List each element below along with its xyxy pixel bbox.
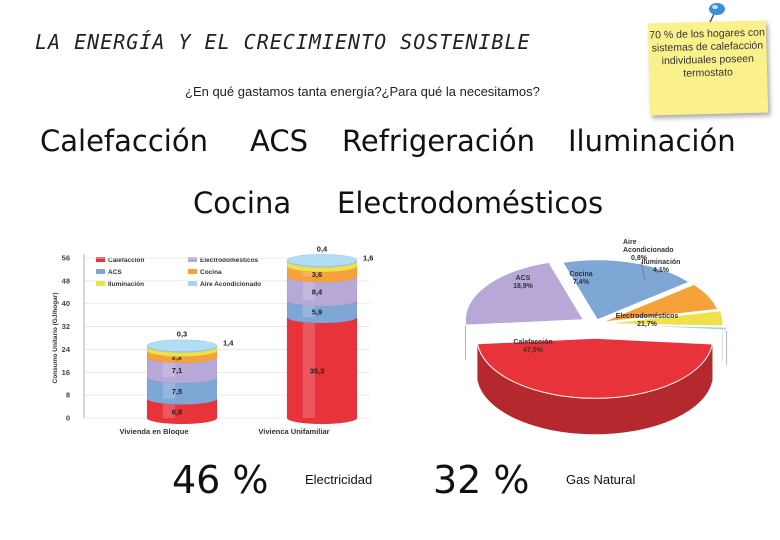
pie-label: Calefacción [513,339,552,346]
electricity-percent: 46 % [172,458,269,502]
bar-value-label: 6,8 [172,407,182,416]
bar-value-label: 3,6 [312,270,322,279]
bar-ytick-label: 40 [62,299,70,308]
pie-slice [602,283,719,323]
pie-value-label: 21,7% [637,321,658,328]
bar-ytick-label: 48 [62,276,70,285]
page-subtitle: ¿En qué gastamos tanta energía?¿Para qué… [185,84,540,99]
pie-value-label: 7,4% [573,279,590,286]
pie-slice [608,324,728,331]
pie-slice [464,261,585,326]
pie-value-label: 18,9% [513,283,534,290]
bar-legend-label: Electrodomésticos [200,257,259,264]
bar-top-cap [286,253,358,267]
pushpin-icon [709,3,725,23]
bar-category-label: Vivienca Unifamiliar [258,427,329,436]
bar-value-label: 1,4 [223,339,234,348]
use-label-cocina: Cocina [193,186,292,220]
bar-legend-swatch [188,281,197,286]
bar-ylabel: Consumo Unitario (GJ/hogar) [52,293,59,384]
bar-legend-label: Aire Acondicionado [200,281,261,288]
use-label-electrodomesticos: Electrodomésticos [337,186,604,220]
bar-value-label: 0,3 [177,330,187,339]
bar-top-cap [146,339,218,353]
bar-ytick-label: 0 [66,414,70,423]
bar-legend-label: ACS [108,269,122,276]
bar-segment [286,316,358,425]
bar-legend-swatch [188,269,197,274]
bar-ytick-label: 24 [62,345,71,354]
bar-value-label: 1,6 [363,254,373,263]
bar-legend-label: Iluminación [108,281,144,288]
bar-segment [146,376,218,405]
bar-ytick-label: 32 [62,322,70,331]
stacked-bar-chart: Calefacción Electrodomésticos ACS Cocina Ilu… [48,240,380,440]
pie-value-label: 47,0% [523,347,544,354]
bar-value-label: 5,9 [312,308,322,317]
bar-value-label: 7,1 [172,366,182,375]
bar-segment [146,356,218,384]
bar-ytick-label: 8 [66,391,70,400]
pie-slice [476,337,714,399]
bar-ytick-label: 16 [62,368,70,377]
bar-value-label: 2,2 [172,353,182,362]
pie-value-label: 4,1% [653,267,670,274]
bar-value-label: 7,5 [172,387,182,396]
use-label-refrigeracion: Refrigeración [342,124,535,158]
bar-legend-swatch [96,269,105,274]
bar-segment-highlight [302,317,315,418]
bar-value-label: 8,4 [312,287,323,296]
bar-segment-highlight [302,276,315,301]
pie-slice [604,310,724,327]
bar-legend-swatch [96,257,105,262]
pie-slice [561,259,691,321]
bar-value-label: 0,4 [317,244,328,253]
pie-leader-line [640,261,646,281]
electricity-label: Electricidad [305,472,373,487]
pie-slice-side [726,324,728,367]
sticky-note: 70 % de los hogares con sistemas de cale… [647,20,769,116]
bar-legend-swatch [96,281,105,286]
bar-value-label: 35,3 [310,367,325,376]
pie-label: ACS [516,275,531,282]
pie-label: Acondicionado [623,247,674,254]
bar-segment [286,300,358,324]
bar-category-label: Vivienda en Bloque [119,427,188,436]
use-label-iluminacion: Iluminación [568,124,736,158]
bar-segment [146,398,218,425]
use-label-calefaccion: Calefacción [40,124,208,158]
page-title: LA ENERGÍA Y EL CRECIMIENTO SOSTENIBLE [35,30,531,54]
gas-label: Gas Natural [566,472,636,487]
bar-ytick-label: 56 [62,254,70,263]
pie-label: Cocina [569,271,592,278]
pie-value-label: 0,8% [631,255,648,262]
bar-segment [286,276,358,307]
bar-chart-legend: Calefacción Electrodomésticos ACS Cocina Ilu… [96,257,261,288]
gas-percent: 32 % [433,458,530,502]
bar-legend-label: Cocina [200,269,222,276]
pie-label: Aire [623,239,637,246]
pie-label: Electrodomésticos [616,313,679,320]
pie-label: Iluminación [642,259,681,266]
bar-legend-swatch [188,257,197,262]
use-label-acs: ACS [250,124,308,158]
bar-legend-label: Calefacción [108,257,145,264]
